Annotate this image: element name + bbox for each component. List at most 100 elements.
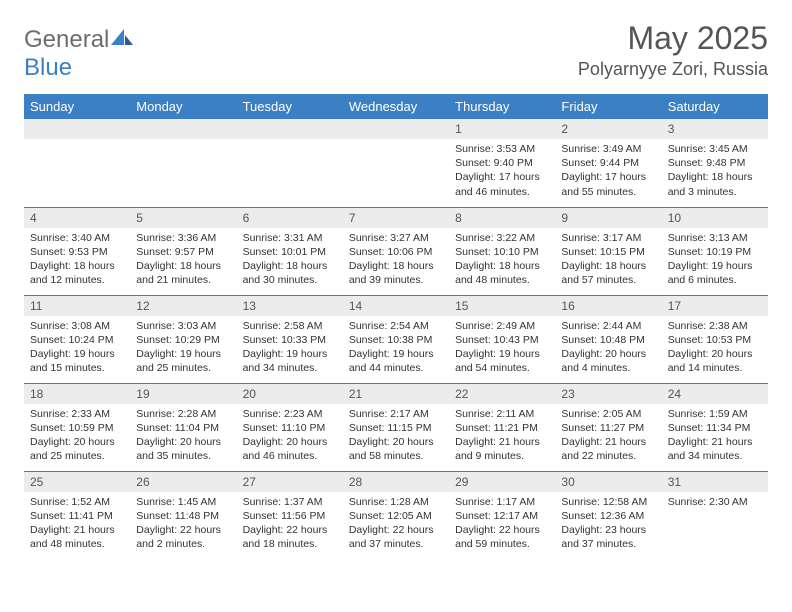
day-detail-line: Sunset: 11:21 PM: [455, 421, 549, 435]
weekday-header: Friday: [555, 94, 661, 119]
calendar-cell: 31Sunrise: 2:30 AM: [662, 471, 768, 559]
day-detail-line: Sunset: 10:43 PM: [455, 333, 549, 347]
calendar-row: 1Sunrise: 3:53 AMSunset: 9:40 PMDaylight…: [24, 119, 768, 207]
day-number: [130, 119, 236, 139]
day-details: Sunrise: 2:30 AM: [662, 492, 768, 515]
day-detail-line: Sunset: 9:40 PM: [455, 156, 549, 170]
day-detail-line: Daylight: 19 hours and 44 minutes.: [349, 347, 443, 375]
day-detail-line: Sunset: 10:48 PM: [561, 333, 655, 347]
day-details: Sunrise: 2:54 AMSunset: 10:38 PMDaylight…: [343, 316, 449, 382]
day-detail-line: Sunrise: 1:52 AM: [30, 495, 124, 509]
day-number: 12: [130, 296, 236, 316]
day-detail-line: Daylight: 17 hours and 55 minutes.: [561, 170, 655, 198]
calendar-cell: 4Sunrise: 3:40 AMSunset: 9:53 PMDaylight…: [24, 207, 130, 295]
calendar-cell: 25Sunrise: 1:52 AMSunset: 11:41 PMDaylig…: [24, 471, 130, 559]
day-details: Sunrise: 3:03 AMSunset: 10:29 PMDaylight…: [130, 316, 236, 382]
day-number: 30: [555, 472, 661, 492]
weekday-header: Saturday: [662, 94, 768, 119]
day-details: Sunrise: 12:58 AMSunset: 12:36 AMDayligh…: [555, 492, 661, 558]
calendar-cell: 1Sunrise: 3:53 AMSunset: 9:40 PMDaylight…: [449, 119, 555, 207]
weekday-header: Tuesday: [237, 94, 343, 119]
calendar-cell: 22Sunrise: 2:11 AMSunset: 11:21 PMDaylig…: [449, 383, 555, 471]
calendar-cell: 13Sunrise: 2:58 AMSunset: 10:33 PMDaylig…: [237, 295, 343, 383]
day-detail-line: Sunset: 9:48 PM: [668, 156, 762, 170]
calendar-cell: 17Sunrise: 2:38 AMSunset: 10:53 PMDaylig…: [662, 295, 768, 383]
day-detail-line: Sunset: 10:15 PM: [561, 245, 655, 259]
calendar-cell: 11Sunrise: 3:08 AMSunset: 10:24 PMDaylig…: [24, 295, 130, 383]
day-detail-line: Sunset: 11:41 PM: [30, 509, 124, 523]
day-detail-line: Sunrise: 3:40 AM: [30, 231, 124, 245]
day-number: [343, 119, 449, 139]
header: GeneralBlue May 2025 Polyarnyye Zori, Ru…: [24, 20, 768, 82]
calendar-cell: 3Sunrise: 3:45 AMSunset: 9:48 PMDaylight…: [662, 119, 768, 207]
day-details: Sunrise: 3:40 AMSunset: 9:53 PMDaylight:…: [24, 228, 130, 294]
day-detail-line: Sunrise: 3:17 AM: [561, 231, 655, 245]
day-details: Sunrise: 2:33 AMSunset: 10:59 PMDaylight…: [24, 404, 130, 470]
day-number: 4: [24, 208, 130, 228]
weekday-header: Monday: [130, 94, 236, 119]
day-detail-line: Sunset: 9:57 PM: [136, 245, 230, 259]
calendar-cell: [237, 119, 343, 207]
day-number: 31: [662, 472, 768, 492]
day-details: Sunrise: 2:05 AMSunset: 11:27 PMDaylight…: [555, 404, 661, 470]
calendar-cell: 8Sunrise: 3:22 AMSunset: 10:10 PMDayligh…: [449, 207, 555, 295]
day-detail-line: Daylight: 20 hours and 14 minutes.: [668, 347, 762, 375]
day-details: Sunrise: 3:36 AMSunset: 9:57 PMDaylight:…: [130, 228, 236, 294]
day-details: Sunrise: 2:38 AMSunset: 10:53 PMDaylight…: [662, 316, 768, 382]
day-number: 10: [662, 208, 768, 228]
day-number: 9: [555, 208, 661, 228]
day-detail-line: Sunrise: 2:49 AM: [455, 319, 549, 333]
day-number: 24: [662, 384, 768, 404]
day-detail-line: Daylight: 18 hours and 21 minutes.: [136, 259, 230, 287]
calendar-cell: 6Sunrise: 3:31 AMSunset: 10:01 PMDayligh…: [237, 207, 343, 295]
day-detail-line: Sunrise: 2:11 AM: [455, 407, 549, 421]
day-detail-line: Daylight: 18 hours and 3 minutes.: [668, 170, 762, 198]
day-detail-line: Sunset: 11:10 PM: [243, 421, 337, 435]
day-detail-line: Daylight: 21 hours and 22 minutes.: [561, 435, 655, 463]
day-details: Sunrise: 2:17 AMSunset: 11:15 PMDaylight…: [343, 404, 449, 470]
day-number: 18: [24, 384, 130, 404]
day-detail-line: Sunset: 10:53 PM: [668, 333, 762, 347]
calendar-cell: 16Sunrise: 2:44 AMSunset: 10:48 PMDaylig…: [555, 295, 661, 383]
day-detail-line: Sunset: 11:48 PM: [136, 509, 230, 523]
calendar-cell: 24Sunrise: 1:59 AMSunset: 11:34 PMDaylig…: [662, 383, 768, 471]
day-detail-line: Daylight: 22 hours and 2 minutes.: [136, 523, 230, 551]
day-detail-line: Daylight: 22 hours and 37 minutes.: [349, 523, 443, 551]
day-detail-line: Daylight: 19 hours and 54 minutes.: [455, 347, 549, 375]
day-details: Sunrise: 3:22 AMSunset: 10:10 PMDaylight…: [449, 228, 555, 294]
calendar-cell: 19Sunrise: 2:28 AMSunset: 11:04 PMDaylig…: [130, 383, 236, 471]
day-details: Sunrise: 3:27 AMSunset: 10:06 PMDaylight…: [343, 228, 449, 294]
calendar-cell: 14Sunrise: 2:54 AMSunset: 10:38 PMDaylig…: [343, 295, 449, 383]
day-details: Sunrise: 3:45 AMSunset: 9:48 PMDaylight:…: [662, 139, 768, 205]
calendar-row: 11Sunrise: 3:08 AMSunset: 10:24 PMDaylig…: [24, 295, 768, 383]
day-detail-line: Sunrise: 1:17 AM: [455, 495, 549, 509]
day-detail-line: Sunset: 10:10 PM: [455, 245, 549, 259]
day-detail-line: Sunrise: 2:23 AM: [243, 407, 337, 421]
day-details: Sunrise: 2:58 AMSunset: 10:33 PMDaylight…: [237, 316, 343, 382]
calendar-cell: 2Sunrise: 3:49 AMSunset: 9:44 PMDaylight…: [555, 119, 661, 207]
day-detail-line: Sunset: 10:24 PM: [30, 333, 124, 347]
day-detail-line: Sunrise: 2:58 AM: [243, 319, 337, 333]
day-detail-line: Sunset: 9:53 PM: [30, 245, 124, 259]
day-number: 17: [662, 296, 768, 316]
day-detail-line: Daylight: 21 hours and 48 minutes.: [30, 523, 124, 551]
day-details: Sunrise: 3:31 AMSunset: 10:01 PMDaylight…: [237, 228, 343, 294]
calendar-cell: 10Sunrise: 3:13 AMSunset: 10:19 PMDaylig…: [662, 207, 768, 295]
day-detail-line: Sunrise: 2:44 AM: [561, 319, 655, 333]
day-detail-line: Sunset: 10:29 PM: [136, 333, 230, 347]
day-detail-line: Sunset: 10:33 PM: [243, 333, 337, 347]
day-detail-line: Sunset: 12:05 AM: [349, 509, 443, 523]
day-number: [237, 119, 343, 139]
day-number: 27: [237, 472, 343, 492]
day-detail-line: Daylight: 19 hours and 15 minutes.: [30, 347, 124, 375]
day-detail-line: Daylight: 18 hours and 39 minutes.: [349, 259, 443, 287]
calendar-cell: [343, 119, 449, 207]
day-detail-line: Sunset: 9:44 PM: [561, 156, 655, 170]
day-number: [24, 119, 130, 139]
day-detail-line: Sunrise: 1:37 AM: [243, 495, 337, 509]
weekday-header: Wednesday: [343, 94, 449, 119]
day-detail-line: Sunrise: 2:33 AM: [30, 407, 124, 421]
day-detail-line: Daylight: 21 hours and 34 minutes.: [668, 435, 762, 463]
day-number: 23: [555, 384, 661, 404]
day-details: Sunrise: 2:11 AMSunset: 11:21 PMDaylight…: [449, 404, 555, 470]
